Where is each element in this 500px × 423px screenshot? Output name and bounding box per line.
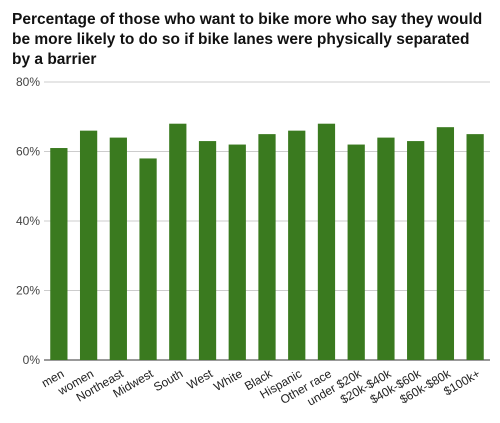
y-tick-label: 0%: [23, 353, 41, 367]
y-tick-label: 40%: [16, 214, 40, 228]
bar-13: [407, 141, 425, 360]
bar-9: [288, 130, 306, 360]
y-tick-label: 20%: [16, 284, 40, 298]
bar-2: [79, 130, 98, 360]
bar-6: [198, 141, 217, 360]
bar-4: [139, 158, 157, 360]
bar-10: [317, 123, 336, 360]
chart-title: Percentage of those who want to bike mor…: [12, 11, 483, 68]
bar-1: [50, 148, 68, 360]
x-category-label: West: [185, 366, 216, 392]
x-category-label: White: [211, 366, 245, 394]
y-tick-label: 60%: [16, 145, 40, 159]
bar-12: [377, 137, 395, 360]
bar-8: [258, 134, 276, 360]
bar-5: [169, 123, 187, 360]
bar-11: [347, 144, 365, 360]
x-category-label: South: [151, 366, 185, 394]
bar-14: [436, 127, 455, 360]
bar-15: [466, 134, 484, 360]
bar-7: [228, 144, 246, 360]
bar-3: [109, 137, 127, 360]
y-tick-label: 80%: [16, 75, 40, 89]
